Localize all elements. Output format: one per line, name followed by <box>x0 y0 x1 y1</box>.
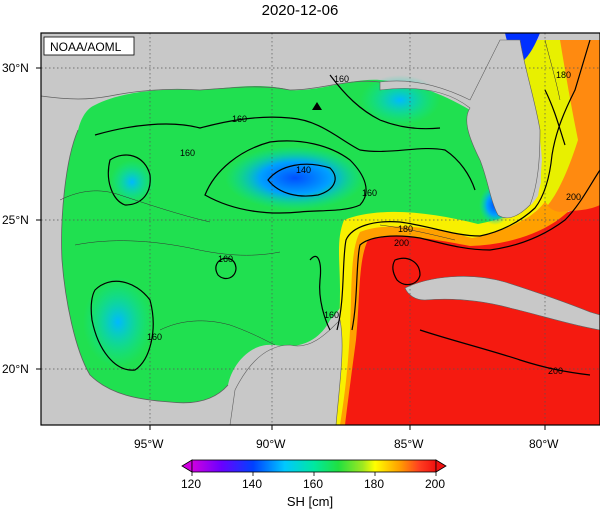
contour-160-northeast <box>329 74 441 130</box>
contour-label: 200 <box>394 238 409 248</box>
lon-tick-label: 80°W <box>529 437 559 451</box>
lon-tick-label: 90°W <box>256 437 286 451</box>
colorbar-units-label: SH [cm] <box>286 494 334 509</box>
lon-tick-label: 95°W <box>134 437 164 451</box>
cold-eddy-central <box>225 146 365 210</box>
contour-180-loop <box>336 39 591 331</box>
us-coastline <box>41 80 381 100</box>
lon-tick-label: 85°W <box>394 437 424 451</box>
colorbar-min-arrow <box>181 459 193 473</box>
credit-label: NOAA/AOML <box>50 40 122 54</box>
contour-label: 200 <box>548 366 563 376</box>
contour-200-loop <box>351 169 600 331</box>
mexico-coastline <box>61 129 229 404</box>
colorbar-max-arrow <box>435 459 447 473</box>
lat-tick-label: 20°N <box>2 362 29 376</box>
contour-label: 160 <box>180 148 195 158</box>
contour-160-north <box>94 116 476 191</box>
contour-label: 200 <box>566 192 581 202</box>
axis-ticks <box>36 67 546 430</box>
contour-160-west <box>90 280 154 371</box>
contour-200-caribbean <box>392 257 421 286</box>
colorbar-tick-label: 120 <box>181 477 201 491</box>
cold-eddy-west <box>83 277 153 367</box>
minor-contours <box>59 39 561 346</box>
colorbar-tick-label: 160 <box>303 477 323 491</box>
contour-label: 160 <box>147 332 162 342</box>
yucatan-land <box>229 319 343 425</box>
lat-tick-label: 25°N <box>2 213 29 227</box>
contour-200-south <box>419 329 591 376</box>
contour-label-group: 160 160 160 140 160 160 160 160 180 200 … <box>147 70 581 376</box>
contour-label: 160 <box>324 310 339 320</box>
contour-lines <box>90 39 600 376</box>
contour-label: 180 <box>398 224 413 234</box>
contour-160-small <box>215 257 237 280</box>
contour-label: 180 <box>556 70 571 80</box>
florida-land <box>379 39 541 219</box>
cuba-land <box>404 276 600 331</box>
grid-lines <box>41 33 600 425</box>
lat-tick-label: 30°N <box>2 61 29 75</box>
map-frame <box>40 32 600 426</box>
contour-label: 160 <box>218 254 233 264</box>
contour-140-central <box>267 163 336 197</box>
contour-160-far-east <box>544 89 566 146</box>
map-title: 2020-12-06 <box>261 2 339 19</box>
atlantic-yellow <box>520 40 578 205</box>
colorbar: 120 140 160 180 200 <box>181 459 447 491</box>
contour-label: 160 <box>232 114 247 124</box>
colorbar-tick-label: 200 <box>425 477 445 491</box>
station-marker-triangle <box>312 102 322 110</box>
contour-label: 160 <box>362 188 377 198</box>
colorbar-tick-label: 140 <box>242 477 262 491</box>
colorbar-gradient <box>191 459 437 473</box>
contour-label: 160 <box>334 74 349 84</box>
contour-160-east <box>309 255 331 331</box>
gulf-water <box>61 79 530 403</box>
cold-eddy-northwest <box>110 160 154 204</box>
colorbar-tick-label: 180 <box>364 477 384 491</box>
contour-160-loop <box>107 154 151 206</box>
contour-160-central <box>204 140 367 214</box>
credit-box <box>43 36 135 56</box>
contour-label: 140 <box>296 165 311 175</box>
